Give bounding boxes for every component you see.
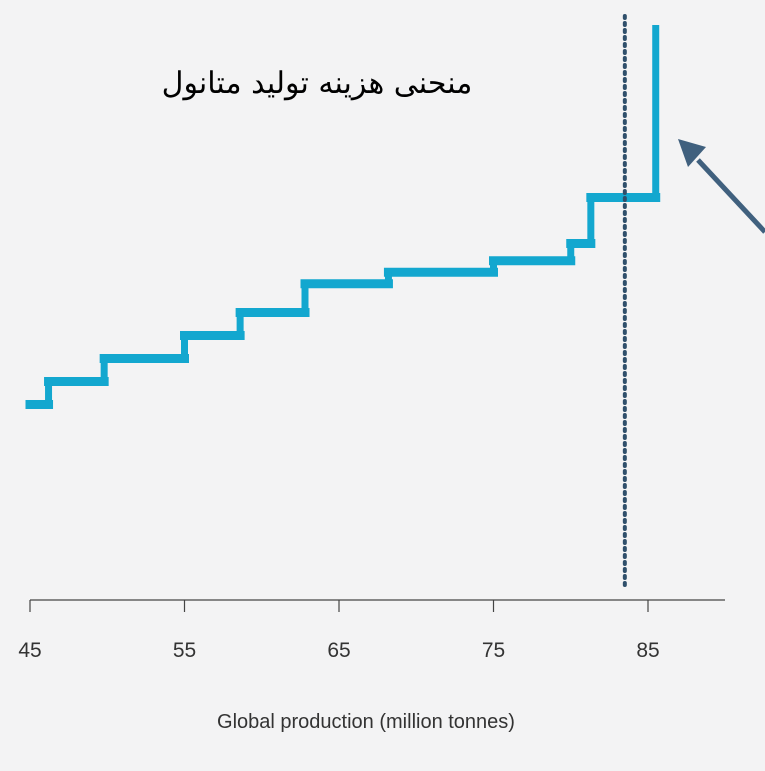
annotation-arrow-shaft xyxy=(696,158,765,234)
plot-area xyxy=(25,14,765,590)
x-tick-label: 85 xyxy=(636,639,659,662)
x-axis: 45 55 65 75 85 xyxy=(18,599,725,662)
x-tick-label: 65 xyxy=(327,639,350,662)
chart-title: منحنی هزینه تولید متانول xyxy=(162,66,473,101)
x-tick-label: 55 xyxy=(173,639,196,662)
x-axis-label: Global production (million tonnes) xyxy=(217,711,515,733)
x-tick-label: 45 xyxy=(18,639,41,662)
x-tick-label: 75 xyxy=(482,639,505,662)
annotation-arrow-head xyxy=(678,139,706,167)
